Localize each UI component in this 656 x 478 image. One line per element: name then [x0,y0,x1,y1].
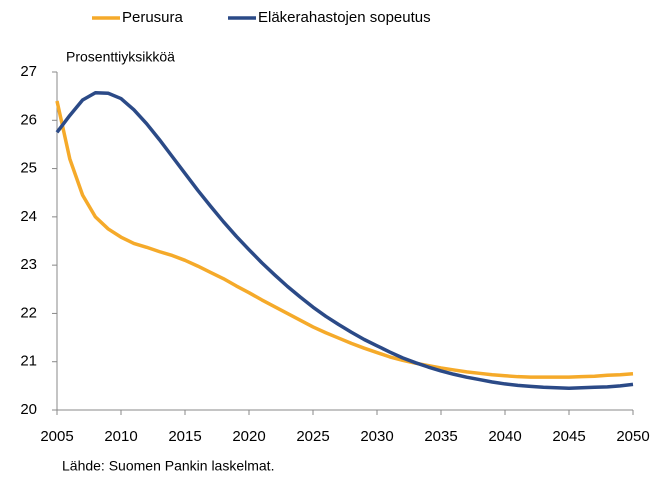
y-tick-label: 23 [20,256,37,273]
y-tick-label: 22 [20,304,37,321]
source: Lähde: Suomen Pankin laskelmat. [62,458,274,474]
legend-label: Eläkerahastojen sopeutus [258,9,431,26]
y-tick-label: 21 [20,353,37,370]
x-tick-label: 2030 [360,428,393,445]
x-tick-label: 2020 [232,428,265,445]
y-tick-label: 26 [20,111,37,128]
y-tick-label: 20 [20,401,37,418]
y-axis-label: Prosenttiyksikköä [66,49,175,65]
y-tick-label: 24 [20,208,37,225]
x-tick-label: 2045 [552,428,585,445]
x-tick-label: 2010 [104,428,137,445]
series-line [55,100,634,379]
y-tick-label: 27 [20,63,37,80]
legend-label: Perusura [122,9,184,26]
x-tick-label: 2015 [168,428,201,445]
series-line [55,91,634,391]
x-tick-label: 2050 [616,428,649,445]
y-tick-label: 25 [20,160,37,177]
x-tick-label: 2035 [424,428,457,445]
x-tick-label: 2040 [488,428,521,445]
x-tick-label: 2005 [40,428,73,445]
x-tick-label: 2025 [296,428,329,445]
